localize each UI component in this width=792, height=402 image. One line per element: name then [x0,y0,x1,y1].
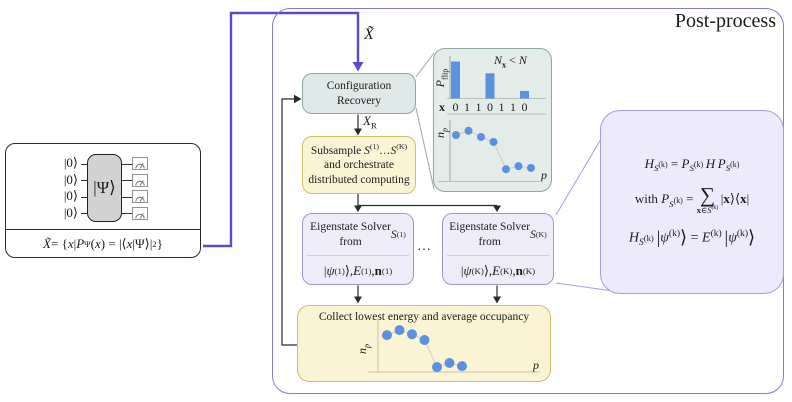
solver-K-title: Eigenstate Solver from S (K) [449,221,547,248]
sampling-formula: X̃ = {x | P Ψ(x) = |⟨ x |Ψ⟩| 2} [43,235,163,251]
solver-1-output: | ψ (1) ⟩, E (1), n (1) [323,263,393,278]
inset-scatter-xlabel: p [541,168,547,182]
subsample-box: Subsample S(1)…S(K) and orchestrate distri… [302,136,416,194]
post-process-title: Post-process [674,10,776,32]
measurement-icon [132,173,148,187]
circuit-divider [6,229,200,230]
psi-gate-label: |Ψ⟩ [93,178,116,197]
input-distribution-label: X̃ [364,26,374,43]
solver-K-divider [447,255,549,256]
configuration-recovery-label: Configuration Recovery [326,79,392,107]
recovered-set-label: XR [363,113,377,131]
configuration-recovery-box: Configuration Recovery [302,73,416,114]
measurement-icon [132,206,148,220]
projector-definition-eq: with PS(k) = ∑ x∈S(k) |x⟩⟨x| [634,183,750,216]
inset-bar-ylabel: Pflip [433,68,450,88]
recovery-inset-box [433,48,552,192]
collect-title: Collect lowest energy and average occupa… [318,310,530,323]
solver-K-output: | ψ (K) ⟩, E (K), n (K) [460,263,536,278]
collect-xlabel: p [533,358,539,372]
collect-box: Collect lowest energy and average occupa… [297,305,551,382]
quantum-circuit-box: |0⟩ |0⟩ |0⟩ |0⟩ |Ψ⟩ X̃ = {x | P Ψ(x) = |⟨… [5,143,201,258]
qubit-label: |0⟩ [63,204,78,220]
inset-scatter-ylabel: np [433,127,450,139]
solver-1-title: Eigenstate Solver from S (1) [310,221,406,248]
solver-1-divider [307,255,409,256]
inset-annotation: Nx < N [494,53,527,70]
psi-gate: |Ψ⟩ [87,154,122,222]
equation-bubble: HS(k) = PS(k) H PS(k) with PS(k) = ∑ x∈S(… [600,110,784,294]
qubit-label: |0⟩ [63,155,78,170]
measurement-icon [132,157,148,170]
collect-ylabel: np [355,343,372,355]
eigenstate-solver-1-box: Eigenstate Solver from S (1) | ψ (1) ⟩, E (1),… [302,213,414,285]
inset-bar-xheader: x [439,100,445,114]
eigenstate-solver-K-box: Eigenstate Solver from S (K) | ψ (K) ⟩, E (K),… [442,213,554,285]
qubit-label: |0⟩ [63,188,78,203]
subsample-label: Subsample S(1)…S(K) and orchestrate distri… [308,141,410,187]
solver-ellipsis: … [417,239,431,254]
projected-hamiltonian-eq: HS(k) = PS(k) H PS(k) [644,155,740,174]
qubit-label: |0⟩ [63,171,78,187]
eigenvalue-equation: HS(k) |ψ(k)⟩ = E(k) |ψ(k)⟩ [628,227,756,249]
measurement-icon [132,190,148,203]
